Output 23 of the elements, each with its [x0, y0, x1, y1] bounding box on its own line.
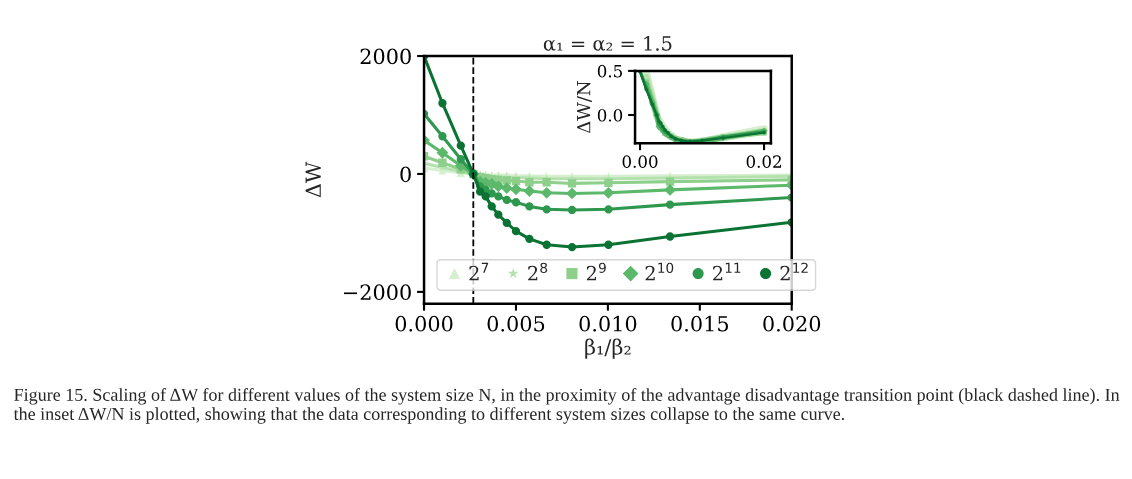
legend-label: 2$^{12}$ — [780, 262, 808, 281]
legend-label: 2$^{9}$ — [586, 262, 606, 281]
y-tick-label: 0 — [400, 166, 411, 183]
x-tick-label: 0.000 — [395, 315, 453, 332]
x-tick-label: 0.00 — [622, 155, 658, 168]
x-tick-label: 0.010 — [579, 315, 637, 332]
chart-title: α₁ = α₂ = 1.5 — [543, 36, 672, 51]
x-tick-label: 0.015 — [671, 315, 729, 332]
legend-label: 2$^{7}$ — [469, 262, 489, 281]
x-tick-label: 0.005 — [487, 315, 545, 332]
y-axis-title: ΔW — [305, 161, 321, 198]
legend-label: 2$^{8}$ — [528, 262, 548, 281]
legend-label: 2$^{10}$ — [645, 262, 674, 281]
caption: Figure 15. Scaling of ΔW for different values of the system size N, in the proximity of the advantage disadvantage transition point (black dashed line). In the inset ΔW/N is plotted, showing that the data corresponding to different system sizes collapse to the same curve. — [13, 387, 1120, 424]
y-tick-label: −2000 — [343, 284, 411, 301]
x-tick-label: 0.02 — [746, 155, 781, 168]
y-axis-title: ΔW/N — [577, 81, 592, 134]
y-tick-label: 0.0 — [597, 108, 623, 122]
legend-label: 2$^{11}$ — [713, 262, 741, 281]
x-axis-title: β₁/β₂ — [585, 338, 631, 359]
x-tick-label: 0.020 — [763, 315, 821, 332]
y-tick-label: 0.5 — [597, 64, 622, 78]
y-tick-label: 2000 — [360, 48, 411, 65]
